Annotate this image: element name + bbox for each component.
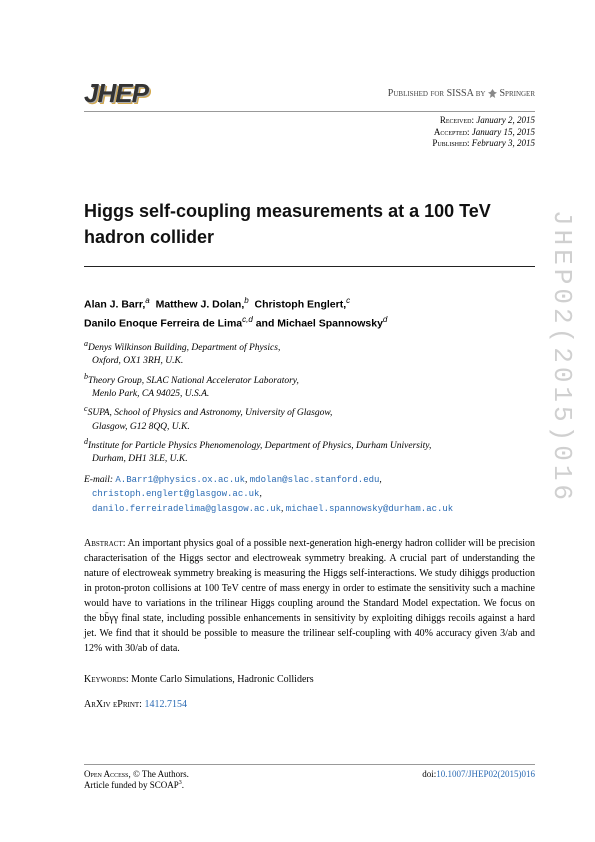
doi-label: doi:	[422, 769, 436, 779]
side-volume-label: JHEP02(2015)016	[547, 210, 577, 504]
aff-text-d2: Durham, DH1 3LE, U.K.	[92, 454, 188, 464]
scoap-sup: 3	[179, 780, 182, 786]
aff-text-c2: Glasgow, G12 8QQ, U.K.	[92, 422, 190, 432]
received-date: January 2, 2015	[476, 115, 535, 125]
affiliation-c: cSUPA, School of Physics and Astronomy, …	[84, 403, 535, 434]
email-4[interactable]: danilo.ferreiradelima@glasgow.ac.uk	[92, 504, 281, 514]
accepted-label: Accepted:	[434, 127, 470, 137]
funded-text: Article funded by SCOAP	[84, 780, 179, 790]
jhep-logo: JHEP	[84, 78, 148, 109]
footer-left: Open Access, © The Authors. Article fund…	[84, 769, 189, 792]
title-rule	[84, 266, 535, 267]
aff-text-c1: SUPA, School of Physics and Astronomy, U…	[88, 408, 333, 418]
publisher-name: Springer	[499, 88, 535, 99]
arxiv-heading: ArXiv ePrint:	[84, 699, 142, 710]
received-label: Received:	[440, 115, 474, 125]
open-access-label: Open Access	[84, 769, 128, 779]
accepted-date: January 15, 2015	[472, 127, 535, 137]
affiliation-b: bTheory Group, SLAC National Accelerator…	[84, 371, 535, 402]
aff-text-b1: Theory Group, SLAC National Accelerator …	[88, 376, 299, 386]
page-footer: Open Access, © The Authors. Article fund…	[84, 764, 535, 792]
doi-link[interactable]: 10.1007/JHEP02(2015)016	[436, 769, 535, 779]
email-3[interactable]: christoph.englert@glasgow.ac.uk	[92, 489, 259, 499]
arxiv-link[interactable]: 1412.7154	[144, 699, 187, 710]
email-2[interactable]: mdolan@slac.stanford.edu	[250, 475, 380, 485]
abstract-text: An important physics goal of a possible …	[84, 538, 535, 654]
keywords-heading: Keywords:	[84, 674, 129, 685]
published-for-label: Published for SISSA by	[388, 88, 486, 99]
footer-right: doi:10.1007/JHEP02(2015)016	[422, 769, 535, 792]
affiliation-d: dInstitute for Particle Physics Phenomen…	[84, 436, 535, 467]
journal-header: JHEP Published for SISSA by Springer	[84, 78, 535, 112]
keywords-text: Monte Carlo Simulations, Hadronic Collid…	[131, 674, 313, 685]
copyright-text: , © The Authors.	[128, 769, 188, 779]
aff-text-b2: Menlo Park, CA 94025, U.S.A.	[92, 389, 209, 399]
affiliation-a: aDenys Wilkinson Building, Department of…	[84, 338, 535, 369]
aff-text-d1: Institute for Particle Physics Phenomeno…	[88, 441, 431, 451]
abstract-block: Abstract: An important physics goal of a…	[84, 536, 535, 656]
aff-text-a1: Denys Wilkinson Building, Department of …	[88, 343, 280, 353]
authors-line-1: Alan J. Barr,a Matthew J. Dolan,b Christ…	[84, 295, 535, 313]
email-5[interactable]: michael.spannowsky@durham.ac.uk	[286, 504, 453, 514]
published-label: Published:	[432, 138, 469, 148]
email-block: E-mail: A.Barr1@physics.ox.ac.uk, mdolan…	[84, 473, 535, 517]
email-label: E-mail:	[84, 475, 113, 485]
author-list: Alan J. Barr,a Matthew J. Dolan,b Christ…	[84, 295, 535, 332]
keywords-block: Keywords: Monte Carlo Simulations, Hadro…	[84, 674, 535, 685]
publication-dates: Received: January 2, 2015 Accepted: Janu…	[84, 115, 535, 150]
springer-icon	[488, 89, 497, 98]
published-date: February 3, 2015	[472, 138, 535, 148]
arxiv-block: ArXiv ePrint: 1412.7154	[84, 699, 535, 710]
article-title: Higgs self-coupling measurements at a 10…	[84, 198, 535, 250]
authors-line-2: Danilo Enoque Ferreira de Limac,d and Mi…	[84, 314, 535, 332]
abstract-heading: Abstract:	[84, 538, 126, 549]
email-1[interactable]: A.Barr1@physics.ox.ac.uk	[115, 475, 245, 485]
aff-text-a2: Oxford, OX1 3RH, U.K.	[92, 356, 183, 366]
published-for-text: Published for SISSA by Springer	[388, 88, 535, 99]
